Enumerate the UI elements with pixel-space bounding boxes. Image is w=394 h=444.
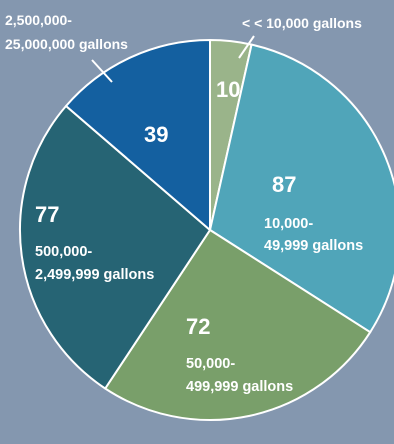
leader-line-10 (238, 35, 255, 59)
value-label-39: 39 (144, 122, 168, 147)
category-label-39-line1: 2,500,000- (5, 12, 72, 28)
pie-slice-72 (104, 229, 372, 422)
value-label-87: 87 (272, 172, 296, 197)
pie-slices (19, 39, 394, 422)
value-label-77: 77 (35, 202, 59, 227)
pie-slice-39 (65, 39, 211, 231)
category-label-77-line1: 500,000- (35, 244, 92, 260)
category-label-10: < < 10,000 gallons (242, 15, 362, 31)
pie-slice-77 (19, 105, 211, 390)
pie-slice-87 (209, 43, 394, 334)
category-label-10-text: < 10,000 gallons (254, 15, 362, 31)
category-label-87-line1: 10,000- (264, 216, 313, 232)
value-label-72: 72 (186, 314, 210, 339)
leader-line-39 (91, 59, 113, 83)
category-label-87-line2: 49,999 gallons (264, 238, 363, 254)
value-label-10: 10 (216, 77, 240, 102)
category-label-72-line2: 499,999 gallons (186, 379, 293, 395)
leader-lines (91, 35, 255, 83)
category-label-72-line1: 50,000- (186, 356, 235, 372)
category-label-39-line2: 25,000,000 gallons (5, 36, 128, 52)
category-label-77-line2: 2,499,999 gallons (35, 267, 154, 283)
